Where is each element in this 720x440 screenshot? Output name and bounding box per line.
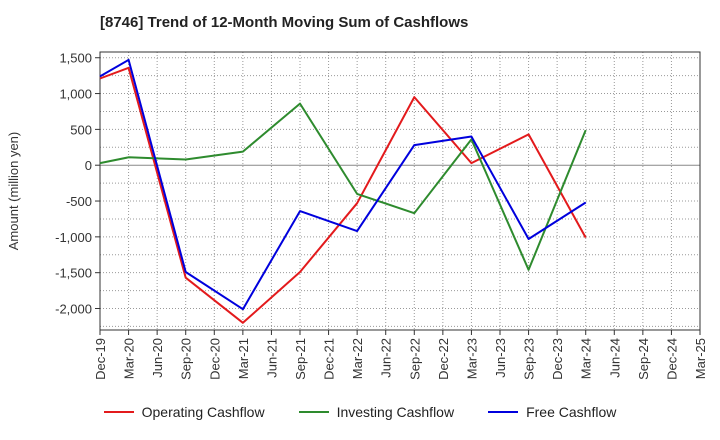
y-tick-label: 500: [70, 122, 92, 137]
x-tick-label: Mar-24: [579, 338, 594, 379]
x-tick-label: Mar-25: [693, 338, 708, 379]
series-line-investing-cashflow: [99, 102, 587, 271]
y-tick-label: -1,000: [55, 230, 92, 245]
x-tick-label: Dec-23: [550, 338, 565, 380]
x-tick-label: Dec-19: [93, 338, 108, 380]
x-tick-label: Dec-22: [436, 338, 451, 380]
plot-area: [99, 51, 701, 331]
legend-swatch: [488, 411, 519, 413]
y-axis-label: Amount (million yen): [6, 132, 21, 251]
x-tick-label: Sep-24: [636, 338, 651, 380]
x-tick-label: Dec-21: [322, 338, 337, 380]
y-tick-label: 0: [85, 158, 92, 173]
x-tick-label: Jun-20: [150, 338, 165, 378]
legend-label: Investing Cashflow: [336, 404, 455, 420]
x-tick-label: Dec-20: [207, 338, 222, 380]
x-tick-label: Mar-21: [236, 338, 251, 379]
x-tick-label: Sep-20: [179, 338, 194, 380]
x-tick-label: Jun-21: [264, 338, 279, 378]
legend-item: Free Cashflow: [488, 404, 616, 420]
y-tick-label: 1,000: [59, 87, 92, 102]
y-axis-ticks: 1,500 1,000 500 0 -500 -1,000 -1,500 -2,000: [55, 51, 100, 317]
grid-lines: [99, 52, 701, 330]
y-tick-label: -1,500: [55, 266, 92, 281]
x-tick-label: Jun-23: [493, 338, 508, 378]
x-axis-ticks: Dec-19 Mar-20 Jun-20 Sep-20 Dec-20 Mar-21 Jun-…: [93, 330, 708, 380]
legend-item: Operating Cashflow: [103, 404, 265, 420]
legend-item: Investing Cashflow: [298, 404, 455, 420]
x-tick-label: Dec-24: [664, 338, 679, 380]
legend: Operating Cashflow Investing Cashflow Free…: [0, 404, 720, 420]
x-tick-label: Sep-21: [293, 338, 308, 380]
y-tick-label: -2,000: [55, 302, 92, 317]
x-tick-label: Mar-22: [350, 338, 365, 379]
legend-label: Free Cashflow: [526, 404, 617, 420]
series-line-free-cashflow: [99, 58, 587, 311]
chart-title: [8746] Trend of 12-Month Moving Sum of C…: [100, 14, 469, 31]
legend-swatch: [298, 411, 329, 413]
y-tick-label: -500: [66, 194, 92, 209]
x-tick-label: Jun-24: [607, 338, 622, 378]
series-lines: [99, 58, 587, 324]
x-tick-label: Sep-23: [522, 338, 537, 380]
series-line-operating-cashflow: [99, 66, 587, 324]
legend-swatch: [103, 411, 134, 413]
legend-label: Operating Cashflow: [141, 404, 265, 420]
x-tick-label: Jun-22: [379, 338, 394, 378]
x-tick-label: Sep-22: [407, 338, 422, 380]
y-tick-label: 1,500: [59, 51, 92, 66]
x-tick-label: Mar-23: [464, 338, 479, 379]
x-tick-label: Mar-20: [122, 338, 137, 379]
